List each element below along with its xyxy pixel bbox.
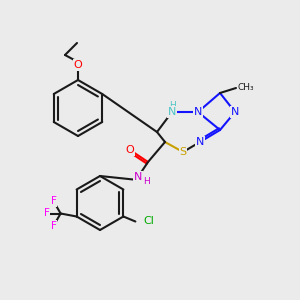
- Text: CH₃: CH₃: [238, 83, 255, 92]
- Text: N: N: [231, 107, 239, 117]
- Text: O: O: [126, 145, 134, 155]
- Text: N: N: [194, 107, 202, 117]
- Text: N: N: [168, 107, 176, 117]
- Text: F: F: [51, 196, 57, 206]
- Text: H: H: [142, 178, 149, 187]
- Text: Cl: Cl: [143, 217, 154, 226]
- Text: H: H: [169, 101, 176, 110]
- Text: F: F: [44, 208, 50, 218]
- Text: N: N: [134, 172, 142, 182]
- Text: S: S: [179, 147, 187, 157]
- Text: O: O: [74, 60, 82, 70]
- Text: F: F: [51, 220, 57, 231]
- Text: N: N: [196, 137, 204, 147]
